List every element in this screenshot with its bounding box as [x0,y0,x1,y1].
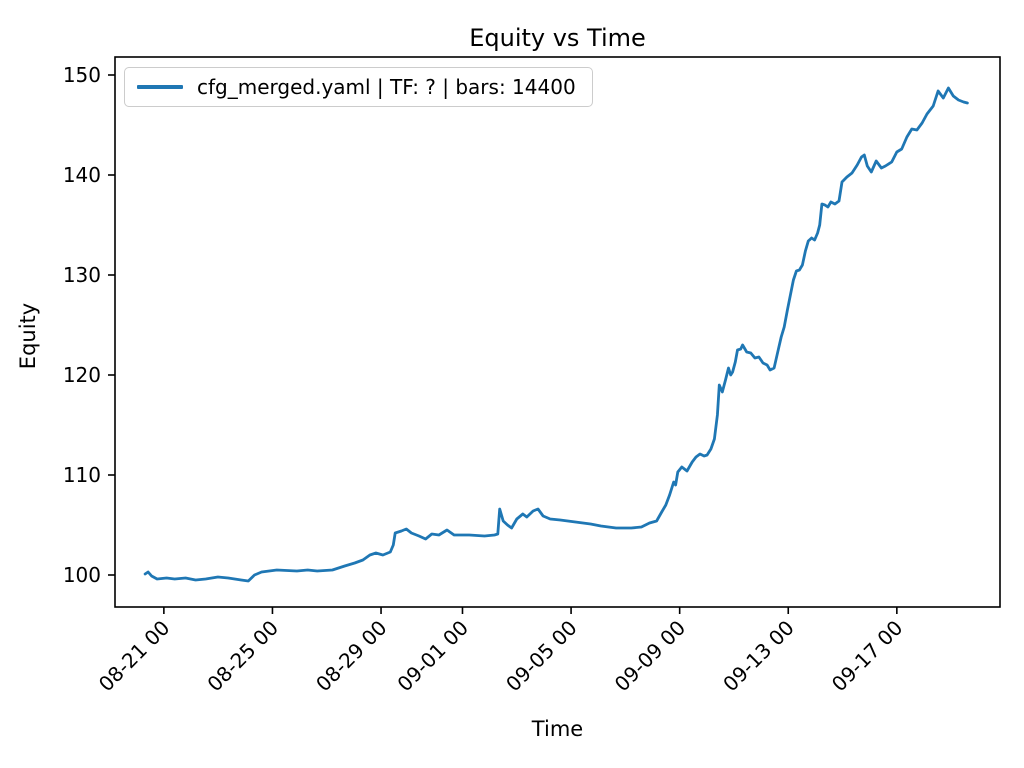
equity-line [143,86,969,583]
y-tick-label: 150 [63,63,101,87]
x-axis-label: Time [531,717,584,741]
y-tick-label: 100 [63,563,101,587]
y-axis-label: Equity [16,302,40,370]
legend-box: cfg_merged.yaml | TF: ? | bars: 14400 [124,67,593,107]
chart-title: Equity vs Time [469,24,646,52]
x-tick-label: 09-09 00 [610,616,691,697]
x-tick-label: 08-29 00 [311,616,392,697]
y-tick-label: 110 [63,463,101,487]
legend-line-sample-icon [137,85,183,89]
x-tick-label: 09-01 00 [392,616,473,697]
x-tick-label: 09-13 00 [718,616,799,697]
y-tick-label: 120 [63,363,101,387]
y-tick-label: 140 [63,163,101,187]
x-tick-label: 09-05 00 [501,616,582,697]
x-tick-label: 09-17 00 [827,616,908,697]
x-tick-label: 08-21 00 [94,616,175,697]
legend-entry-label: cfg_merged.yaml | TF: ? | bars: 14400 [197,75,576,99]
y-tick-label: 130 [63,263,101,287]
axes-spines [114,56,1001,608]
x-tick-label: 08-25 00 [202,616,283,697]
